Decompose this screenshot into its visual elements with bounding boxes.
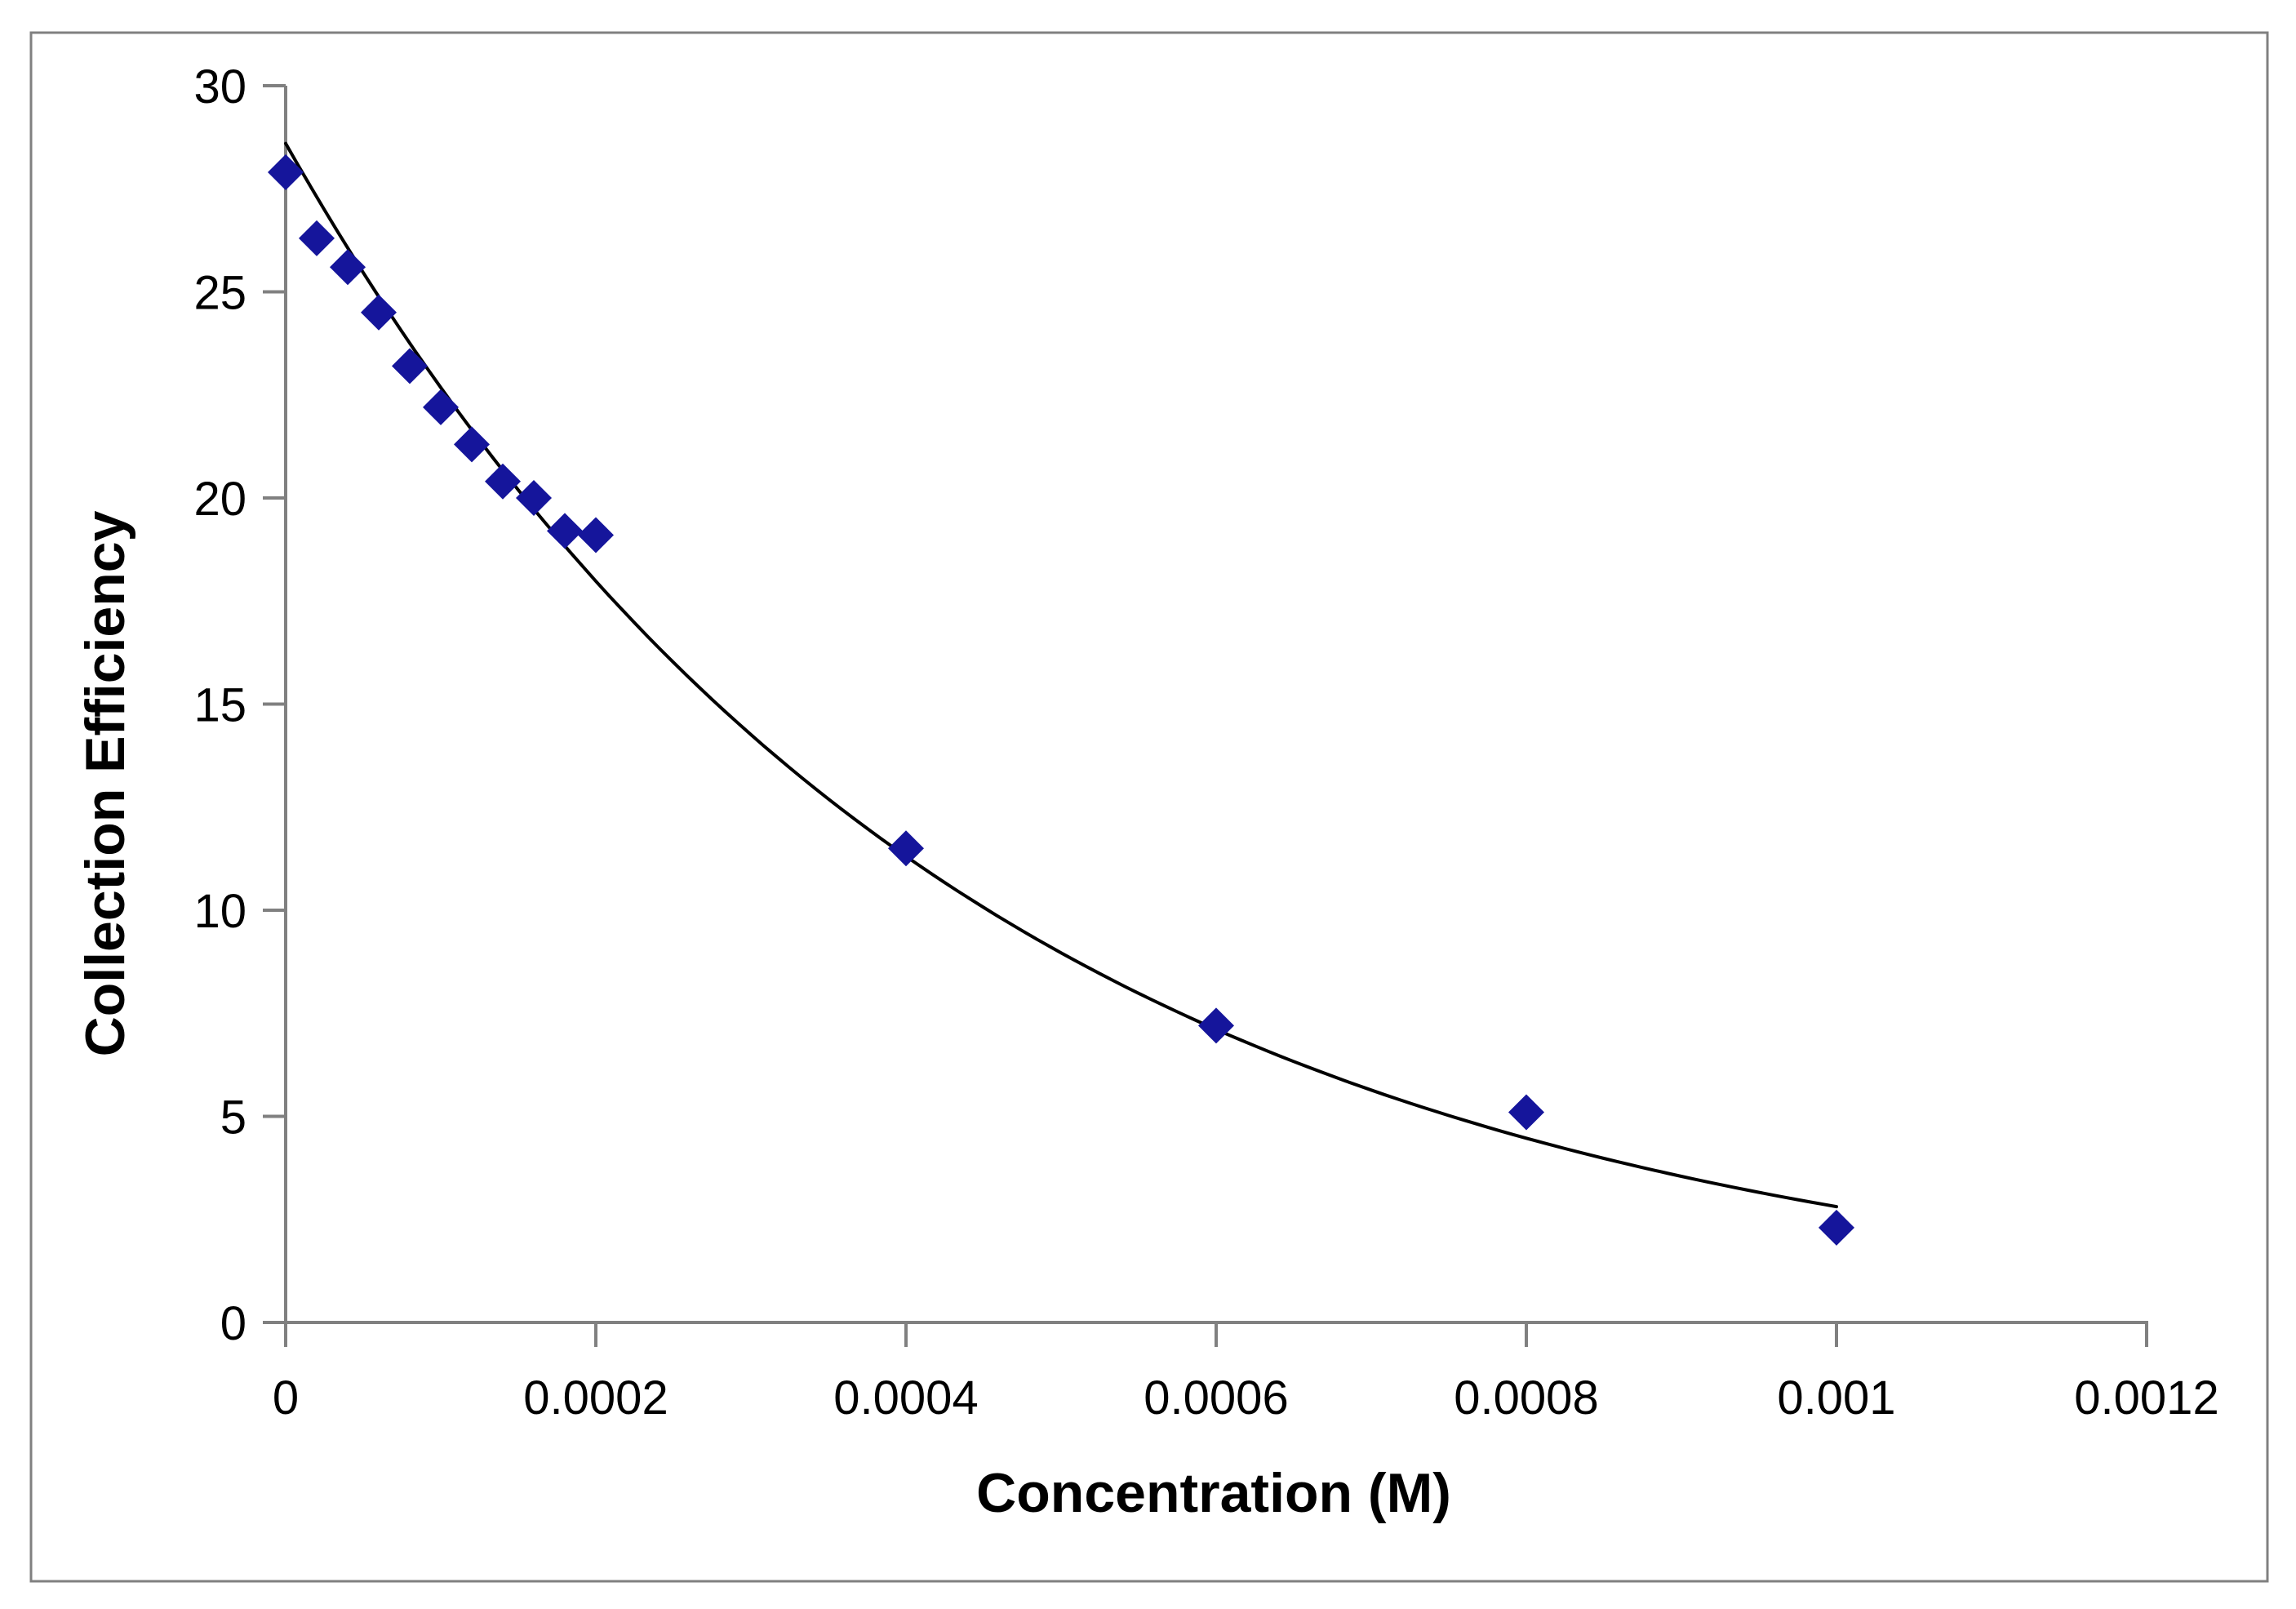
tick-labels-layer: 0 5 10 15 20 25 30 0 0.0002 0.0004 0.0006 0.0008 0.0… (193, 60, 2218, 1425)
y-tick-label: 25 (193, 267, 246, 320)
data-point-diamond (392, 348, 428, 384)
data-point-diamond (361, 294, 397, 331)
ticks-layer (263, 84, 2148, 1347)
data-point-diamond (888, 830, 924, 867)
data-point-diamond (1508, 1094, 1544, 1131)
y-tick-label: 20 (193, 473, 246, 526)
data-point-diamond (454, 426, 490, 463)
y-axis-title: Collection Efficiency (74, 510, 136, 1056)
data-point-diamond (1198, 1007, 1234, 1044)
data-point-diamond (578, 517, 614, 553)
data-point-diamond (516, 480, 552, 516)
x-tick-label: 0.0006 (1144, 1371, 1288, 1425)
data-point-diamond (299, 220, 335, 256)
y-tick-label: 10 (193, 885, 246, 938)
data-point-diamond (1819, 1209, 1854, 1246)
x-tick-label: 0.0012 (2074, 1371, 2218, 1425)
x-tick-label: 0.0004 (833, 1371, 978, 1425)
y-tick-label: 30 (193, 60, 246, 113)
chart-border (29, 31, 2269, 1583)
data-point-diamond (268, 154, 304, 191)
data-point-diamond (330, 249, 366, 286)
x-tick-label: 0.0002 (523, 1371, 668, 1425)
x-tick-label: 0.0008 (1454, 1371, 1598, 1425)
data-points-layer (268, 154, 1854, 1246)
y-tick-label: 0 (220, 1297, 246, 1350)
x-axis-title: Concentration (M) (976, 1462, 1451, 1524)
data-point-diamond (485, 463, 521, 500)
data-point-diamond (547, 513, 583, 549)
y-tick-label: 15 (193, 679, 246, 732)
y-tick-label: 5 (220, 1091, 246, 1145)
x-tick-label: 0 (273, 1371, 299, 1425)
x-tick-label: 0.001 (1777, 1371, 1895, 1425)
data-point-diamond (423, 389, 459, 425)
trendline-layer (284, 141, 1838, 1209)
trendline-curve (284, 141, 1838, 1209)
axes-layer (284, 86, 2148, 1324)
